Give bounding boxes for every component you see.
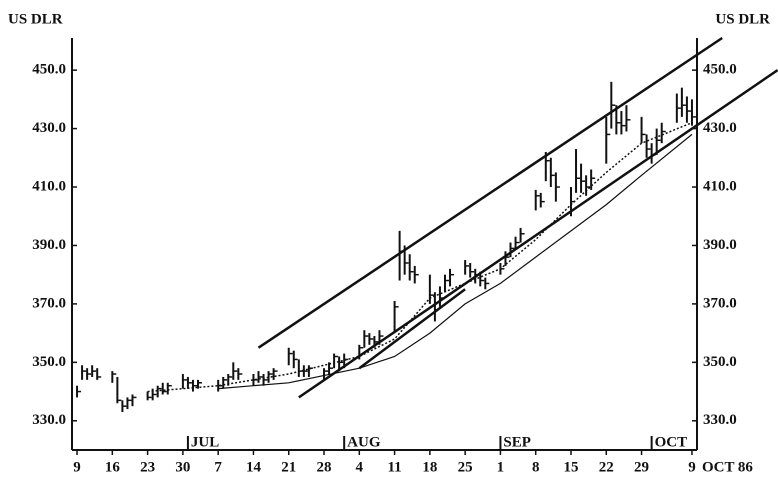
x-tick-label: 11 (387, 459, 401, 475)
y-tick-label: 330.0 (32, 412, 66, 428)
x-tick-label: 8 (532, 459, 540, 475)
x-tick-label: 21 (281, 459, 296, 475)
y-axis-label: US DLR (8, 11, 63, 27)
x-tick-label: 7 (214, 459, 222, 475)
x-tick-label: 22 (599, 459, 614, 475)
x-tick-label: 1 (497, 459, 505, 475)
x-tick-label: 15 (563, 459, 578, 475)
y2-tick-label: 410.0 (703, 178, 737, 194)
y2-tick-label: 390.0 (703, 237, 737, 253)
x-tick-label: 16 (105, 459, 121, 475)
y-tick-label: 350.0 (32, 354, 66, 370)
month-label: SEP (503, 434, 531, 450)
x-tick-label: 18 (422, 459, 437, 475)
moving-average (147, 122, 693, 393)
moving-average (218, 133, 693, 390)
y2-tick-label: 350.0 (703, 354, 737, 370)
month-label: OCT (655, 434, 688, 450)
y-tick-label: 390.0 (32, 237, 66, 253)
month-label: AUG (347, 434, 381, 450)
x-tick-label: 4 (356, 459, 364, 475)
y-tick-label: 430.0 (32, 120, 66, 136)
x-unit-label: OCT 86 (702, 459, 753, 475)
x-tick-label: 14 (246, 459, 262, 475)
y-tick-label: 450.0 (32, 62, 66, 78)
trend-line (358, 288, 466, 370)
x-tick-label: 29 (634, 459, 649, 475)
x-tick-label: 30 (175, 459, 190, 475)
x-tick-label: 9 (73, 459, 81, 475)
y-tick-label: 410.0 (32, 178, 66, 194)
trend-line (298, 69, 778, 399)
y2-tick-label: 450.0 (703, 62, 737, 78)
month-label: JUL (191, 434, 219, 450)
y2-tick-label: 370.0 (703, 295, 737, 311)
y2-tick-label: 430.0 (703, 120, 737, 136)
x-tick-label: 23 (140, 459, 155, 475)
y2-axis-label: US DLR (715, 11, 770, 27)
y2-tick-label: 330.0 (703, 412, 737, 428)
y-tick-label: 370.0 (32, 295, 66, 311)
x-tick-label: 25 (458, 459, 473, 475)
trend-line (257, 36, 723, 349)
x-tick-label: 9 (688, 459, 696, 475)
x-tick-label: 28 (317, 459, 332, 475)
